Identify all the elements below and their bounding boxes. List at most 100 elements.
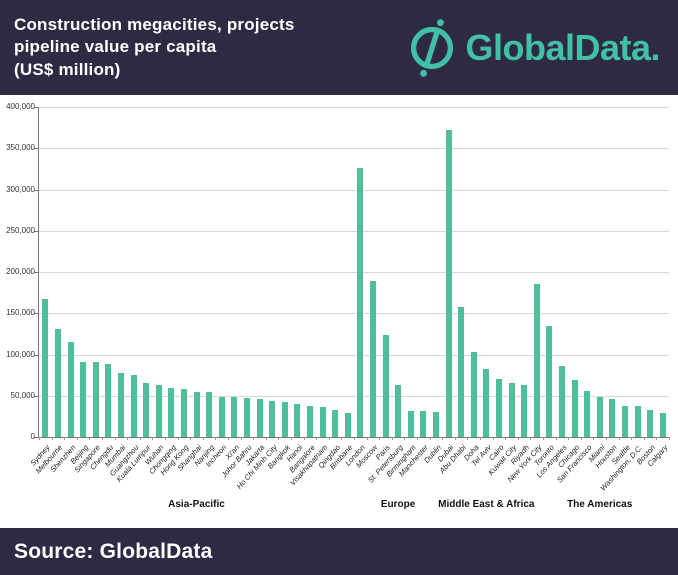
- bar-cairo: [495, 379, 502, 437]
- x-axis-tick: [165, 437, 166, 440]
- x-axis-tick: [454, 437, 456, 440]
- bar-doha: [470, 352, 477, 437]
- bar-melbourne: [54, 328, 61, 437]
- globaldata-logo-text: GlobalData.: [465, 26, 660, 68]
- x-axis-tick: [417, 437, 418, 440]
- x-axis-tick: [51, 437, 53, 440]
- x-axis-tick: [177, 437, 179, 440]
- x-axis-tick: [631, 437, 633, 440]
- y-axis-label: 200,000: [6, 267, 35, 276]
- bar-paris: [382, 334, 389, 437]
- source-text: Source: GlobalData: [14, 539, 213, 563]
- bar-chicago: [571, 380, 578, 437]
- x-axis-tick: [139, 437, 141, 440]
- bar-san-francisco: [584, 390, 591, 437]
- x-axis-tick: [341, 437, 343, 440]
- x-axis-tick: [669, 437, 670, 440]
- bar-los-angeles: [558, 366, 565, 437]
- bar-seattle: [621, 405, 628, 437]
- gridline: [39, 395, 669, 397]
- bar-manchester: [420, 411, 427, 437]
- bar-shenzhen: [67, 342, 74, 437]
- bar-chengdu: [105, 363, 112, 437]
- x-axis-tick: [543, 437, 544, 440]
- bar-jakarta: [256, 399, 263, 437]
- x-axis-tick: [530, 437, 532, 440]
- bar-sydney: [42, 299, 49, 437]
- x-axis-tick: [618, 437, 620, 440]
- x-axis-tick: [253, 437, 255, 440]
- bar-visakhapatnam: [319, 407, 326, 437]
- bar-washington-d-c: [634, 406, 641, 437]
- bar-qingdao: [332, 409, 339, 437]
- x-axis-tick: [303, 437, 305, 440]
- x-axis-tick: [316, 437, 318, 440]
- bar-hong-kong: [180, 389, 187, 437]
- y-axis-tick: [34, 272, 39, 273]
- gridline: [39, 272, 669, 273]
- y-axis-label: 400,000: [6, 102, 35, 111]
- y-axis-label: 150,000: [6, 308, 35, 318]
- x-axis-tick: [215, 437, 217, 440]
- bar-houston: [609, 399, 616, 437]
- x-axis-tick: [291, 437, 292, 440]
- bar-nanjing: [206, 392, 213, 437]
- x-axis-tick: [202, 437, 204, 440]
- bar-brisbane: [344, 413, 351, 437]
- x-axis-tick: [114, 437, 116, 440]
- bar-bangalore: [306, 405, 313, 437]
- x-axis-tick: [89, 437, 91, 440]
- y-axis-tick: [34, 107, 39, 108]
- x-axis-tick: [555, 437, 557, 440]
- x-axis-tick: [354, 437, 355, 440]
- bar-birmingham: [407, 410, 414, 437]
- x-axis-tick: [379, 437, 381, 440]
- bar-xi-an: [231, 397, 238, 437]
- y-axis-tick: [34, 437, 39, 438]
- gridline: [39, 148, 669, 150]
- y-axis-tick: [34, 230, 39, 232]
- bar-beijing: [80, 361, 87, 437]
- x-axis-tick: [580, 437, 582, 440]
- x-axis-tick: [656, 437, 658, 440]
- x-axis-tick: [76, 437, 78, 440]
- x-axis-tick: [240, 437, 242, 440]
- globaldata-logo: GlobalData.: [409, 18, 660, 78]
- bar-dublin: [432, 412, 439, 437]
- bar-chart: 0 50,000 100,000 150,000 200,000 250,000 300,0…: [0, 95, 678, 528]
- y-axis-label: 300,000: [6, 184, 35, 194]
- x-axis-tick: [606, 437, 607, 440]
- gridline: [39, 313, 669, 315]
- gridline: [39, 107, 669, 108]
- x-axis-tick: [404, 437, 406, 440]
- bar-hanoi: [294, 404, 301, 437]
- plot-area: 0 50,000 100,000 150,000 200,000 250,000 300,0…: [6, 102, 670, 510]
- bar-boston: [647, 409, 654, 437]
- bar-moscow: [369, 281, 376, 437]
- y-axis-tick: [34, 148, 39, 150]
- x-axis-tick: [391, 437, 393, 440]
- axis-group-label-the-americas: The Americas: [567, 499, 633, 510]
- bar-toronto: [546, 326, 553, 437]
- y-axis-tick: [34, 189, 39, 191]
- bar-new-york-city: [533, 283, 540, 437]
- x-axis-tick: [480, 437, 481, 440]
- x-axis-tick: [366, 437, 368, 440]
- chart-title-line-1: Construction megacities, projects: [14, 15, 295, 35]
- bar-london: [357, 168, 364, 437]
- axis-group-label-asia-pacific: Asia-Pacific: [168, 499, 225, 510]
- bar-tel-aviv: [483, 368, 490, 437]
- gridline: [39, 354, 669, 356]
- x-axis-tick: [265, 437, 267, 440]
- y-axis-label: 50,000: [10, 390, 35, 400]
- y-axis-tick: [34, 395, 39, 397]
- axis-group-label-middle-east-africa: Middle East & Africa: [438, 499, 535, 510]
- bar-wuhan: [155, 385, 162, 437]
- y-axis-label: 100,000: [6, 349, 35, 359]
- bar-johor-bahru: [243, 398, 250, 437]
- x-axis-tick: [643, 437, 645, 440]
- x-axis-tick: [278, 437, 280, 440]
- x-axis-tick: [568, 437, 570, 440]
- bar-bangkok: [281, 402, 288, 437]
